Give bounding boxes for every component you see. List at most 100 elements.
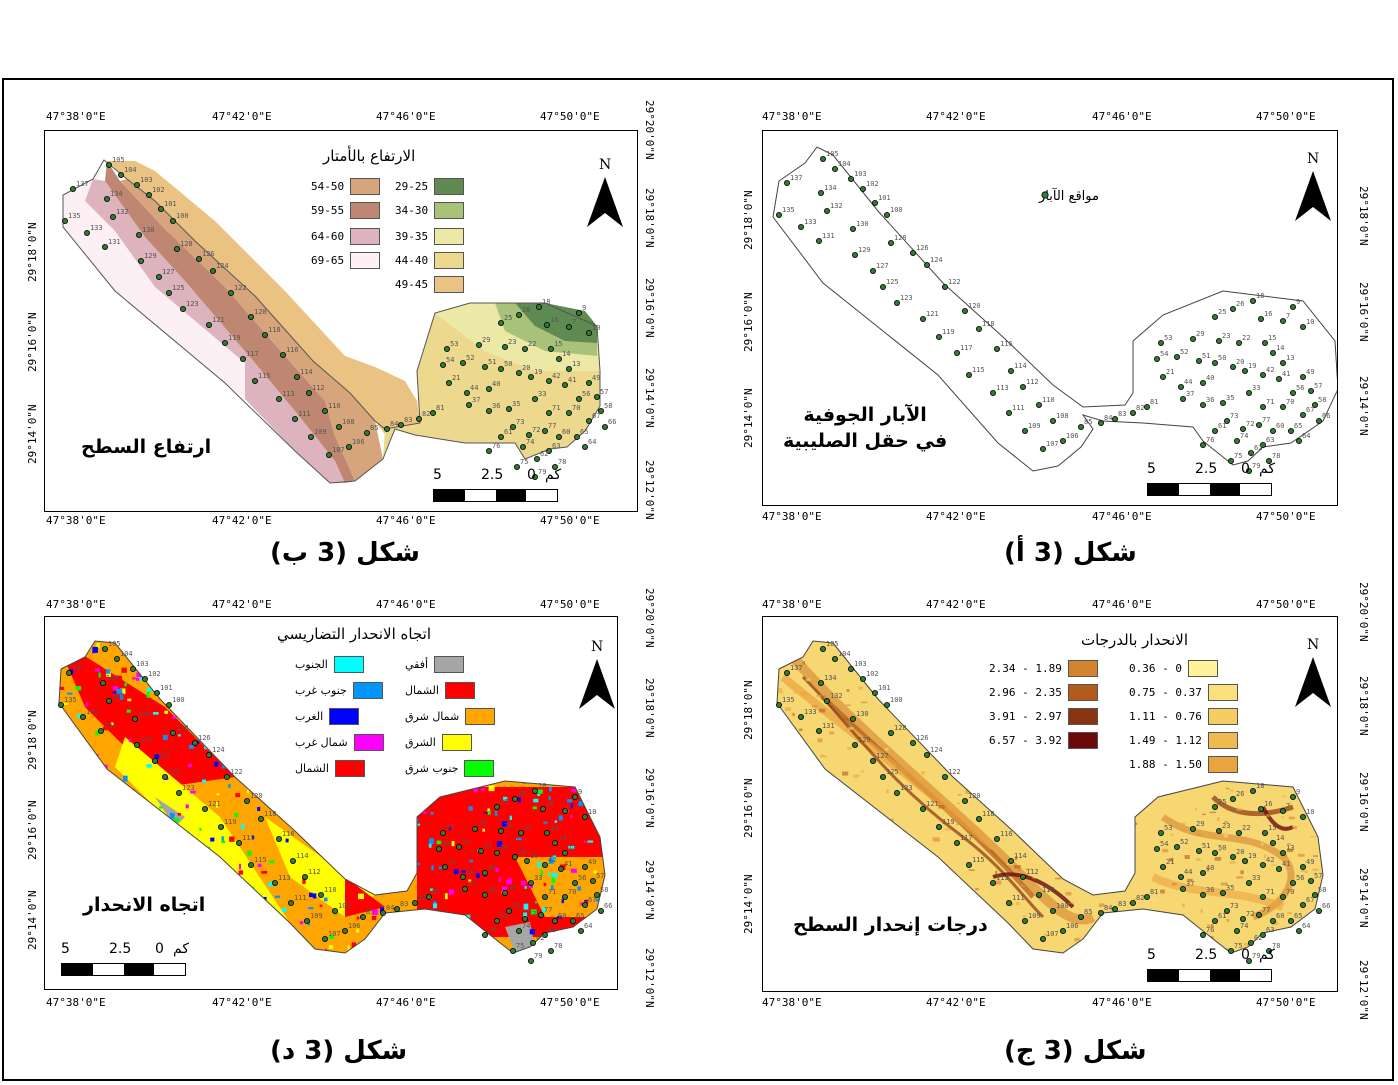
slope-cell bbox=[903, 895, 907, 898]
well-point bbox=[485, 447, 492, 454]
slope-cell bbox=[1199, 651, 1205, 654]
aspect-cell bbox=[215, 949, 220, 953]
aspect-cell bbox=[294, 959, 300, 961]
slope-cell bbox=[1224, 820, 1228, 824]
aspect-cell bbox=[126, 709, 131, 713]
legend-title: الانحدار بالدرجات bbox=[1081, 631, 1189, 649]
well-label: 56 bbox=[1296, 384, 1304, 392]
slope-cell bbox=[850, 950, 858, 953]
well-point bbox=[493, 849, 500, 856]
aspect-cell bbox=[106, 669, 111, 674]
aspect-cell bbox=[61, 719, 66, 725]
aspect-cell bbox=[569, 952, 575, 953]
well-point bbox=[1227, 947, 1234, 954]
aspect-cell bbox=[371, 915, 377, 921]
well-point bbox=[1255, 421, 1262, 428]
aspect-cell bbox=[147, 739, 153, 746]
well-point bbox=[1269, 427, 1276, 434]
well-point bbox=[545, 447, 552, 454]
aspect-cell bbox=[321, 811, 326, 816]
slope-cell bbox=[1050, 817, 1055, 821]
slope-cell bbox=[1116, 654, 1121, 658]
well-label: 116 bbox=[282, 830, 295, 838]
well-point bbox=[1211, 427, 1218, 434]
aspect-cell bbox=[462, 917, 468, 924]
aspect-cell bbox=[112, 691, 116, 694]
aspect-cell bbox=[64, 809, 69, 813]
well-label: 74 bbox=[526, 438, 534, 446]
well-marker-icon bbox=[1041, 191, 1049, 199]
slope-cell bbox=[815, 908, 819, 911]
aspect-cell bbox=[602, 838, 605, 842]
well-point bbox=[535, 303, 542, 310]
aspect-cell bbox=[247, 850, 252, 856]
slope-cell bbox=[947, 844, 951, 846]
aspect-cell bbox=[545, 773, 549, 776]
well-label: 108 bbox=[1056, 902, 1069, 910]
slope-cell bbox=[1181, 781, 1184, 783]
well-point bbox=[1035, 401, 1042, 408]
legend-item: 64-60 bbox=[311, 227, 381, 246]
aspect-cell bbox=[522, 654, 525, 658]
slope-cell bbox=[928, 643, 933, 648]
aspect-cell bbox=[129, 795, 133, 799]
aspect-cell bbox=[551, 877, 556, 884]
scale-bar: 5 2.5 0 كم bbox=[433, 467, 563, 507]
well-label: 52 bbox=[1180, 838, 1188, 846]
well-label: 20 bbox=[518, 848, 526, 856]
slope-cell bbox=[884, 748, 889, 751]
slope-cell bbox=[1274, 930, 1281, 932]
lon-tick: 47°38'0"E bbox=[762, 598, 822, 611]
slope-cell bbox=[905, 848, 912, 851]
slope-cell bbox=[1033, 726, 1039, 728]
aspect-cell bbox=[189, 668, 195, 673]
legend-item: الشمال bbox=[295, 759, 365, 778]
well-point bbox=[501, 343, 508, 350]
well-point bbox=[475, 341, 482, 348]
slope-cell bbox=[1332, 854, 1338, 857]
well-label: 103 bbox=[854, 660, 867, 668]
aspect-cell bbox=[248, 764, 253, 770]
aspect-cell bbox=[95, 668, 101, 672]
well-point bbox=[1159, 863, 1166, 870]
slope-cell bbox=[860, 701, 868, 704]
aspect-cell bbox=[416, 862, 420, 866]
well-point bbox=[578, 927, 585, 934]
aspect-cell bbox=[176, 629, 181, 632]
slope-cell bbox=[957, 794, 962, 796]
well-label: 22 bbox=[1242, 334, 1250, 342]
well-point bbox=[566, 365, 573, 372]
aspect-cell bbox=[168, 842, 172, 849]
slope-cell bbox=[1020, 885, 1026, 887]
slope-cell bbox=[784, 850, 792, 854]
well-label: 108 bbox=[1056, 412, 1069, 420]
aspect-cell bbox=[270, 909, 274, 913]
well-label: 113 bbox=[282, 390, 295, 398]
well-point bbox=[205, 321, 212, 328]
well-label: 37 bbox=[472, 396, 480, 404]
aspect-cell bbox=[216, 793, 220, 796]
aspect-cell bbox=[448, 892, 451, 895]
aspect-cell bbox=[323, 897, 328, 902]
well-label: 29 bbox=[1196, 820, 1204, 828]
lon-tick: 47°50'0"E bbox=[540, 996, 600, 1009]
lat-tick: 29°18'0"N bbox=[1357, 186, 1370, 246]
well-label: 115 bbox=[254, 856, 267, 864]
well-point bbox=[1173, 353, 1180, 360]
well-label: 35 bbox=[1226, 394, 1234, 402]
well-point bbox=[531, 473, 538, 480]
well-label: 100 bbox=[890, 206, 903, 214]
slope-cell bbox=[1301, 783, 1306, 786]
aspect-cell bbox=[228, 917, 232, 921]
slope-cell bbox=[1112, 803, 1116, 808]
well-label: 23 bbox=[1222, 822, 1230, 830]
well-point bbox=[345, 443, 352, 450]
aspect-cell bbox=[117, 675, 123, 680]
well-point bbox=[1111, 415, 1118, 422]
well-label: 100 bbox=[176, 212, 189, 220]
slope-cell bbox=[1059, 805, 1062, 809]
aspect-cell bbox=[219, 958, 222, 960]
well-label: 61 bbox=[500, 912, 508, 920]
